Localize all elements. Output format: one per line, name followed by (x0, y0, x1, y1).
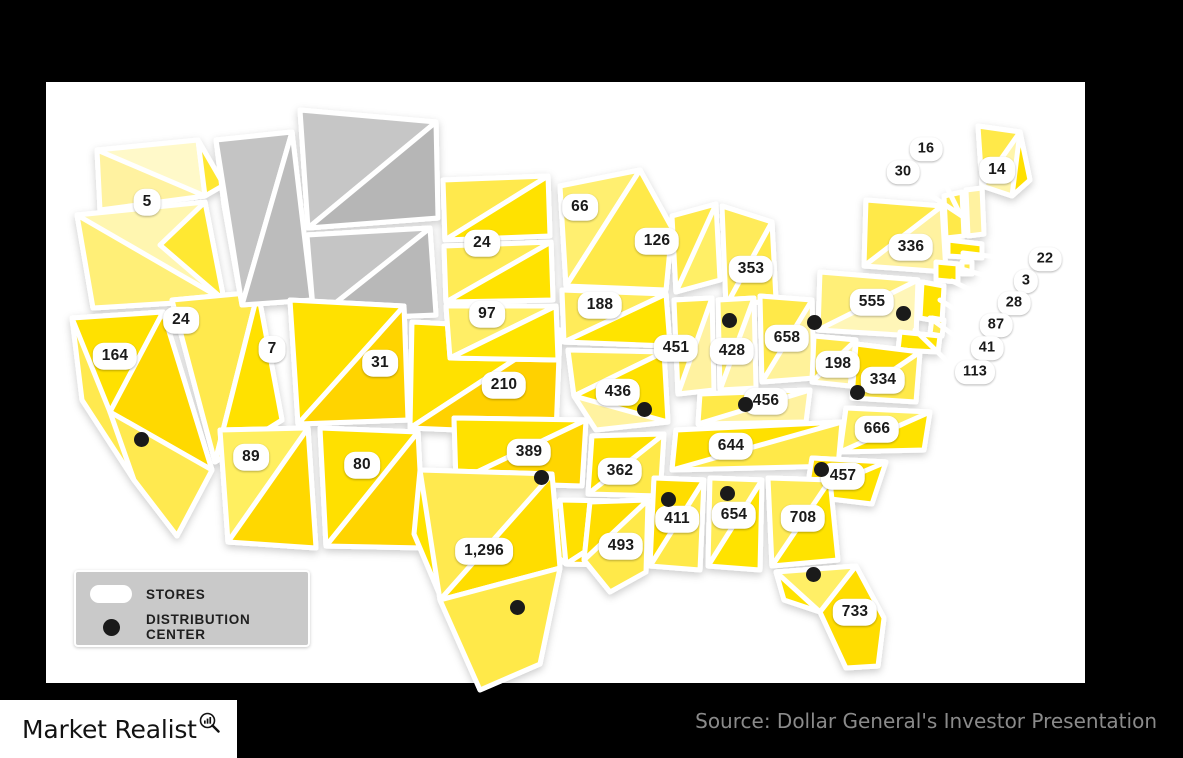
state-value-MN: 126 (634, 227, 680, 255)
state-value-MD: 113 (955, 360, 995, 384)
state-value-NH: 30 (886, 160, 920, 184)
state-value-DC: 41 (970, 336, 1004, 360)
distribution-center-marker (533, 469, 549, 485)
distribution-center-marker (849, 384, 865, 400)
distribution-center-marker (895, 305, 911, 321)
distribution-center-marker (719, 485, 735, 501)
state-value-IA: 188 (577, 291, 623, 319)
state-value-MA: 22 (1028, 247, 1062, 271)
state-value-UT: 31 (362, 349, 398, 377)
distribution-center-marker (636, 401, 652, 417)
state-value-AL: 654 (711, 501, 757, 529)
state-value-KS: 389 (506, 438, 552, 466)
distribution-center-marker (509, 599, 525, 615)
state-value-WA: 5 (133, 188, 161, 216)
source-attribution: Source: Dollar General's Investor Presen… (695, 709, 1157, 733)
distribution-center-marker (805, 566, 821, 582)
state-value-TX: 1,296 (455, 537, 513, 565)
state-value-NC: 666 (854, 415, 900, 443)
distribution-center-marker (721, 312, 737, 328)
legend-item-distribution-center: DISTRIBUTION CENTER (90, 612, 308, 642)
state-value-AR: 362 (597, 457, 643, 485)
state-value-IN: 428 (709, 337, 755, 365)
logo-text: Market Realist (22, 714, 197, 744)
magnifier-chart-icon (198, 712, 220, 734)
state-value-TN: 644 (708, 432, 754, 460)
market-realist-logo: Market Realist (0, 700, 237, 758)
state-value-FL: 733 (832, 598, 878, 626)
state-value-RI: 3 (1013, 269, 1039, 293)
legend-label-distribution-center: DISTRIBUTION CENTER (146, 612, 251, 642)
state-value-NV: 7 (258, 335, 286, 363)
state-value-PA: 555 (849, 288, 895, 316)
state-value-CO: 210 (481, 371, 527, 399)
map-legend: STORES DISTRIBUTION CENTER (74, 570, 310, 647)
legend-item-stores: STORES (90, 585, 205, 603)
state-value-NE: 97 (469, 300, 505, 328)
state-value-SC: 457 (820, 462, 866, 490)
distribution-center-marker (737, 396, 753, 412)
state-value-ME: 14 (979, 156, 1015, 184)
distribution-center-marker (133, 431, 149, 447)
state-value-MI: 353 (728, 255, 774, 283)
state-value-AZ: 89 (233, 443, 269, 471)
distribution-center-marker (806, 314, 822, 330)
state-value-GA: 708 (780, 504, 826, 532)
state-value-OK: 493 (598, 532, 644, 560)
state-value-CA: 164 (92, 342, 138, 370)
stores-pill-icon (90, 585, 132, 603)
state-value-ND: 66 (562, 193, 598, 221)
state-value-NM: 80 (344, 451, 380, 479)
state-value-MS: 411 (655, 505, 699, 533)
state-value-MO: 436 (595, 378, 641, 406)
legend-label-stores: STORES (146, 586, 206, 602)
state-value-SD: 24 (464, 229, 500, 257)
distribution-center-marker (660, 491, 676, 507)
state-value-WV: 198 (815, 350, 861, 378)
distribution-center-dot-icon (90, 618, 132, 636)
state-value-VA: 334 (860, 366, 906, 394)
state-value-OR: 24 (163, 306, 199, 334)
state-value-NJ: 336 (888, 233, 934, 261)
state-value-VT: 16 (909, 137, 943, 161)
state-value-DE: 87 (979, 313, 1013, 337)
state-value-OH: 658 (764, 324, 810, 352)
distribution-center-marker (813, 461, 829, 477)
state-value-CT: 28 (997, 291, 1031, 315)
state-value-IL: 451 (653, 334, 699, 362)
